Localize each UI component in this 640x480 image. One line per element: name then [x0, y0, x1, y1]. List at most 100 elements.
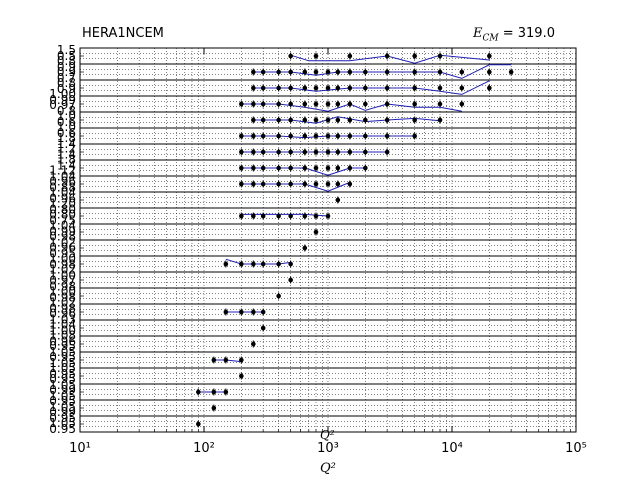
y-tick-label: 0.9 [57, 65, 76, 79]
data-point [288, 165, 293, 171]
data-point [412, 85, 417, 91]
y-tick-label: 1.0 [57, 109, 76, 123]
data-point [347, 85, 353, 91]
y-tick-label: 1.4 [57, 137, 76, 151]
y-tick-label: 0.98 [49, 257, 76, 271]
data-point [196, 389, 201, 395]
data-point [412, 117, 417, 123]
data-point [276, 261, 281, 267]
data-point [276, 149, 281, 155]
y-tick-label: 0.98 [49, 230, 76, 244]
data-point [437, 69, 443, 75]
data-point [313, 229, 319, 235]
data-point [302, 69, 308, 75]
y-tick-label: 1.05 [49, 356, 76, 370]
y-tick-label: 1.8 [57, 131, 76, 145]
y-tick-label: 1.05 [49, 345, 76, 359]
y-tick-label: 1.5 [57, 43, 76, 57]
theory-curve [225, 258, 291, 265]
data-point [251, 133, 256, 139]
x-tick-label: 10⁵ [565, 441, 587, 456]
theory-curve [241, 167, 366, 176]
data-point [302, 181, 308, 187]
data-point [313, 117, 319, 123]
data-point [384, 149, 390, 155]
y-tick-label: 1.00 [49, 268, 76, 282]
y-tick-label: 0.96 [49, 334, 76, 348]
data-point [288, 85, 293, 91]
data-point [276, 165, 281, 171]
y-tick-label: 0.95 [49, 350, 76, 364]
data-point [211, 405, 217, 411]
y-tick-label: 0.95 [49, 246, 76, 260]
data-point [276, 85, 281, 91]
data-point [384, 117, 390, 123]
data-point [302, 133, 308, 139]
data-point [313, 181, 319, 187]
y-tick-label: 1.8 [57, 153, 76, 167]
data-point [239, 181, 244, 187]
energy-annotation: ECM = 319.0 [473, 26, 555, 44]
y-tick-label: 0.98 [49, 279, 76, 293]
data-point [288, 101, 293, 107]
y-tick-label: 0.96 [49, 240, 76, 254]
data-point [412, 69, 417, 75]
data-point [288, 117, 293, 123]
data-point [313, 85, 319, 91]
y-tick-label: 0.88 [49, 181, 76, 195]
data-point [302, 149, 308, 155]
data-point [288, 149, 293, 155]
data-point [260, 101, 266, 107]
data-point [459, 69, 465, 75]
data-point [363, 165, 368, 171]
y-tick-label: 1.02 [49, 295, 76, 309]
data-point [363, 117, 368, 123]
data-point [313, 101, 319, 107]
data-point [251, 341, 256, 347]
data-point [313, 69, 319, 75]
y-tick-labels: 1.50.50.80.90.90.70.80.91.000.990.970.81… [49, 43, 76, 436]
data-point [251, 213, 256, 219]
theory-curve [290, 54, 490, 64]
data-point [325, 133, 331, 139]
y-tick-label: 0.95 [49, 422, 76, 436]
x-tick-label: 10³ [317, 441, 339, 456]
y-tick-label: 1.05 [49, 416, 76, 430]
data-point [260, 181, 266, 187]
data-point [335, 69, 341, 75]
data-point [239, 309, 244, 315]
y-tick-label: 1.04 [49, 186, 76, 200]
data-point [239, 165, 244, 171]
plot-frame [79, 47, 577, 433]
data-point [211, 389, 217, 395]
y-tick-label: 0.95 [49, 394, 76, 408]
data-point [239, 149, 244, 155]
y-tick-label: 1.08 [49, 328, 76, 342]
y-tick-label: 0.80 [49, 208, 76, 222]
data-point [260, 165, 266, 171]
y-tick-label: 1.20 [49, 197, 76, 211]
y-tick-label: 0.96 [49, 192, 76, 206]
data-point [363, 133, 368, 139]
data-point [251, 101, 256, 107]
data-point [412, 133, 417, 139]
y-tick-label: 1.2 [57, 142, 76, 156]
data-point [251, 149, 256, 155]
theory-curve [253, 116, 441, 124]
y-tick-label: 1.05 [49, 400, 76, 414]
data-point [251, 181, 256, 187]
data-point [313, 133, 319, 139]
y-tick-label: 0.97 [49, 273, 76, 287]
data-point [437, 101, 443, 107]
data-point [347, 53, 353, 59]
data-point [325, 69, 331, 75]
data-point [288, 277, 293, 283]
data-point [363, 85, 368, 91]
data-point [325, 165, 331, 171]
data-point [239, 133, 244, 139]
data-point [384, 53, 390, 59]
y-tick-label: 1.00 [49, 323, 76, 337]
data-point [260, 85, 266, 91]
data-point [288, 213, 293, 219]
data-point [335, 133, 341, 139]
